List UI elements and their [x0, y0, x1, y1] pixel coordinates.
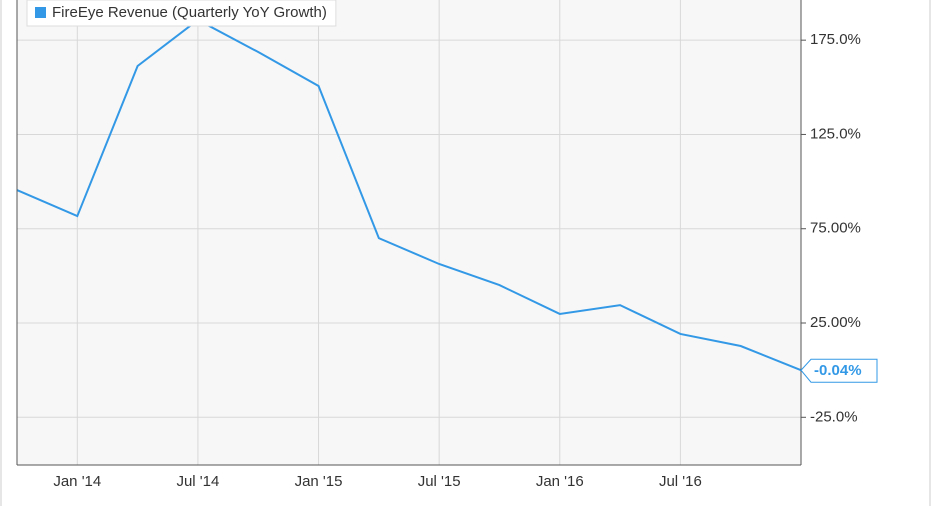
- y-tick-label: 125.0%: [810, 125, 861, 142]
- x-tick-label: Jan '15: [295, 473, 343, 490]
- y-tick-label: 25.00%: [810, 314, 861, 331]
- value-label: -0.04%: [814, 362, 862, 379]
- legend-label: FireEye Revenue (Quarterly YoY Growth): [52, 4, 327, 21]
- y-tick-label: 75.00%: [810, 220, 861, 237]
- legend-box: [26, 0, 337, 27]
- x-tick-label: Jan '14: [53, 473, 101, 490]
- x-tick-label: Jul '15: [418, 473, 461, 490]
- x-tick-label: Jul '16: [659, 473, 702, 490]
- value-label-box: [800, 358, 878, 383]
- y-tick-label: 175.0%: [810, 31, 861, 48]
- legend-swatch: [35, 7, 46, 18]
- legend: FireEye Revenue (Quarterly YoY Growth): [26, 0, 337, 27]
- x-tick-label: Jan '16: [536, 473, 584, 490]
- marks: [16, 18, 802, 372]
- grid: [17, 0, 801, 465]
- y-tick-label: -25.0%: [810, 408, 858, 425]
- x-tick-label: Jul '14: [176, 473, 219, 490]
- plot-area: [17, 0, 801, 465]
- series-line: [16, 18, 802, 372]
